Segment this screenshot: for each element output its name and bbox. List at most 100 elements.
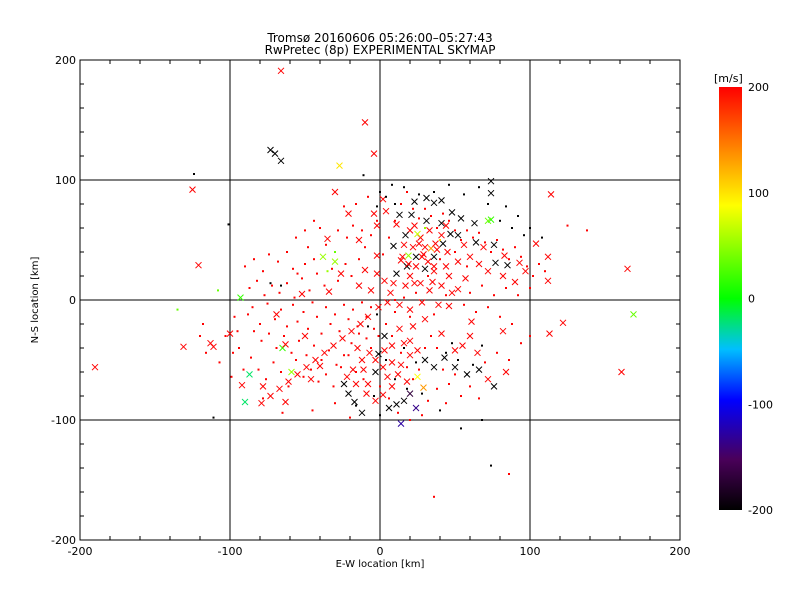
scatter-x-marker xyxy=(405,252,412,259)
scatter-dot-marker xyxy=(232,351,234,354)
scatter-dot-marker xyxy=(376,313,378,316)
scatter-x-marker xyxy=(348,327,355,335)
scatter-dot-marker xyxy=(508,473,510,475)
scatter-x-marker xyxy=(396,211,403,219)
scatter-x-marker xyxy=(504,261,511,269)
scatter-x-marker xyxy=(499,272,507,280)
scatter-dot-marker xyxy=(310,368,312,371)
scatter-dot-marker xyxy=(463,193,465,196)
scatter-x-marker xyxy=(267,146,274,154)
scatter-x-marker xyxy=(492,259,499,267)
scatter-dot-marker xyxy=(445,351,447,354)
scatter-x-marker xyxy=(400,397,408,405)
scatter-dot-marker xyxy=(295,359,297,361)
scatter-dot-marker xyxy=(403,296,405,299)
scatter-x-marker xyxy=(415,240,423,247)
scatter-x-marker xyxy=(438,282,445,289)
scatter-x-marker xyxy=(210,343,217,351)
scatter-x-marker xyxy=(400,241,408,249)
scatter-x-marker xyxy=(385,404,393,412)
scatter-x-marker xyxy=(373,270,381,277)
scatter-x-marker xyxy=(484,267,492,275)
scatter-dot-marker xyxy=(376,205,378,208)
scatter-x-marker xyxy=(412,253,420,261)
scatter-dot-marker xyxy=(445,402,447,405)
scatter-x-marker xyxy=(321,349,328,357)
scatter-dot-marker xyxy=(343,205,345,208)
scatter-x-marker xyxy=(454,258,462,265)
scatter-dot-marker xyxy=(319,227,321,229)
scatter-x-marker xyxy=(355,236,363,244)
scatter-dot-marker xyxy=(286,282,288,285)
scatter-dot-marker xyxy=(262,397,264,400)
scatter-dot-marker xyxy=(376,219,378,222)
chart-title: Tromsø 20160606 05:26:00–05:27:43 xyxy=(266,31,492,45)
scatter-x-marker xyxy=(462,275,469,282)
scatter-dot-marker xyxy=(415,291,417,294)
scatter-dot-marker xyxy=(424,347,426,349)
scatter-dot-marker xyxy=(256,279,258,282)
scatter-x-marker xyxy=(447,230,454,238)
scatter-dot-marker xyxy=(313,344,315,347)
scatter-dot-marker xyxy=(334,402,336,405)
scatter-dot-marker xyxy=(394,378,396,381)
scatter-dot-marker xyxy=(505,205,507,208)
scatter-dot-marker xyxy=(448,383,450,385)
scatter-x-marker xyxy=(246,371,253,378)
scatter-x-marker xyxy=(388,359,396,366)
scatter-dot-marker xyxy=(317,380,320,383)
scatter-x-marker xyxy=(406,306,414,313)
scatter-x-marker xyxy=(382,207,390,215)
scatter-x-marker xyxy=(388,383,396,390)
scatter-dot-marker xyxy=(236,330,239,333)
scatter-x-marker xyxy=(358,409,366,417)
scatter-dot-marker xyxy=(362,174,365,177)
scatter-x-marker xyxy=(91,363,99,371)
scatter-dot-marker xyxy=(394,219,396,222)
scatter-dot-marker xyxy=(253,330,255,333)
scatter-x-marker xyxy=(276,385,283,393)
scatter-dot-marker xyxy=(365,315,368,318)
scatter-dot-marker xyxy=(340,366,342,369)
scatter-dot-marker xyxy=(529,227,531,229)
scatter-x-marker xyxy=(484,217,492,225)
scatter-x-marker xyxy=(423,217,430,225)
scatter-dot-marker xyxy=(496,239,498,241)
scatter-x-marker xyxy=(366,349,373,357)
scatter-dot-marker xyxy=(382,253,384,256)
colorbar-tick-label: 0 xyxy=(748,293,755,306)
scatter-dot-marker xyxy=(350,342,353,345)
scatter-dot-marker xyxy=(478,231,480,234)
scatter-dot-marker xyxy=(454,373,456,376)
scatter-dot-marker xyxy=(508,359,510,361)
scatter-x-marker xyxy=(487,177,495,185)
scatter-dot-marker xyxy=(487,306,489,309)
scatter-dot-marker xyxy=(361,301,363,304)
scatter-x-marker xyxy=(384,373,391,381)
scatter-x-marker xyxy=(454,285,462,293)
scatter-dot-marker xyxy=(331,267,333,270)
scatter-dot-marker xyxy=(406,191,408,193)
scatter-dot-marker xyxy=(478,397,480,400)
scatter-dot-marker xyxy=(442,368,444,371)
colorbar-tick-label: 100 xyxy=(748,187,769,200)
scatter-x-marker xyxy=(195,261,202,269)
scatter-dot-marker xyxy=(433,191,435,193)
scatter-x-marker xyxy=(402,282,409,289)
scatter-x-marker xyxy=(426,287,433,294)
scatter-dot-marker xyxy=(343,354,345,357)
scatter-dot-marker xyxy=(212,416,215,419)
scatter-x-marker xyxy=(624,265,631,273)
scatter-x-marker xyxy=(411,222,418,229)
scatter-dot-marker xyxy=(421,392,423,395)
scatter-dot-marker xyxy=(356,325,359,328)
scatter-dot-marker xyxy=(308,289,311,292)
scatter-dot-marker xyxy=(490,464,492,467)
scatter-x-marker xyxy=(396,301,403,309)
scatter-dot-marker xyxy=(347,354,350,357)
scatter-dot-marker xyxy=(313,258,315,261)
scatter-x-marker xyxy=(433,246,441,253)
scatter-dot-marker xyxy=(337,229,339,232)
scatter-dot-marker xyxy=(454,251,456,253)
